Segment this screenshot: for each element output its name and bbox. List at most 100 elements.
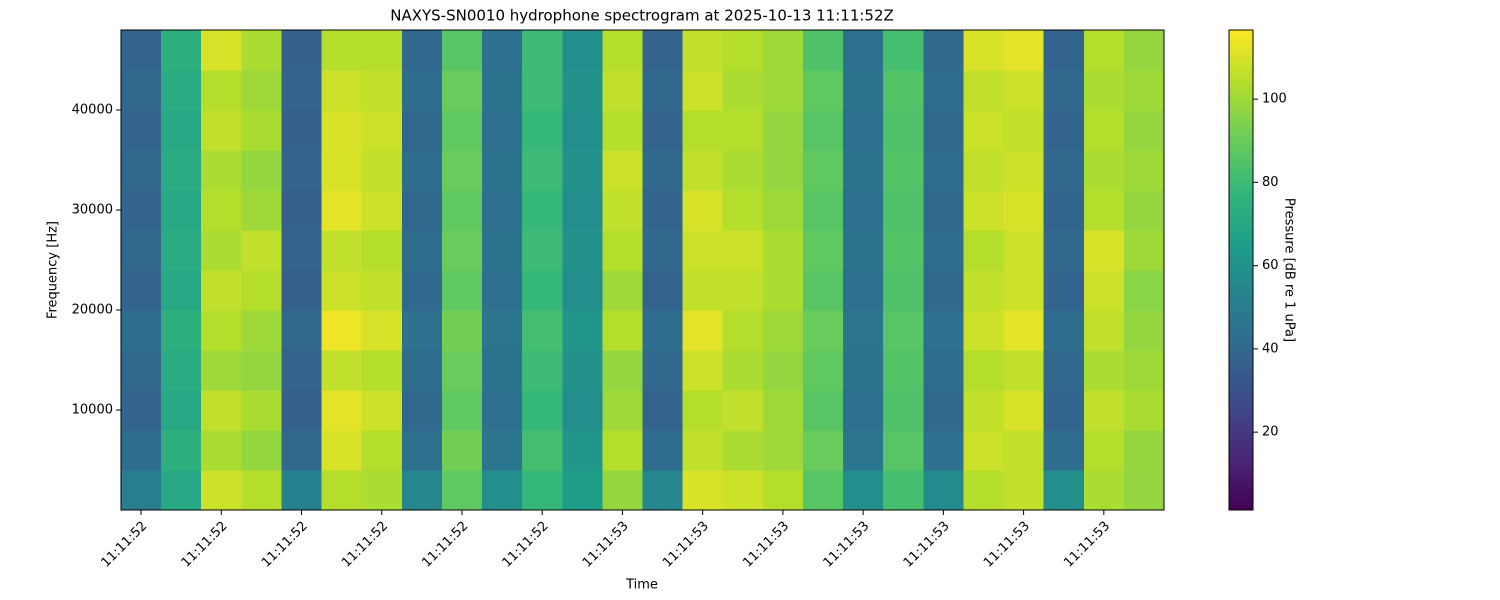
heatmap-cell	[121, 470, 162, 511]
heatmap-cell	[722, 110, 764, 151]
heatmap-cell	[121, 390, 162, 431]
heatmap-cell	[201, 110, 242, 151]
heatmap-cell	[281, 470, 323, 511]
heatmap-cell	[441, 390, 483, 431]
heatmap-cell	[241, 30, 282, 71]
heatmap-cell	[602, 470, 643, 511]
heatmap-cell	[843, 30, 884, 71]
heatmap-cell	[562, 30, 603, 71]
colorbar-tick-label: 20	[1262, 425, 1279, 440]
heatmap-cell	[1083, 430, 1125, 471]
heatmap-cell	[201, 310, 242, 351]
heatmap-cell	[201, 230, 242, 271]
heatmap-cell	[923, 190, 964, 231]
heatmap-cell	[1123, 390, 1165, 431]
heatmap-cell	[802, 350, 844, 391]
heatmap-cell	[963, 270, 1005, 311]
heatmap-cell	[602, 150, 643, 191]
heatmap-cell	[602, 270, 643, 311]
heatmap-cell	[201, 30, 242, 71]
heatmap-cell	[923, 470, 964, 511]
heatmap-cell	[883, 430, 924, 471]
heatmap-cell	[682, 390, 724, 431]
heatmap-cell	[1123, 350, 1165, 391]
heatmap-cell	[1043, 190, 1085, 231]
heatmap-cell	[401, 470, 443, 511]
heatmap-cell	[1043, 270, 1085, 311]
heatmap-cell	[121, 70, 162, 111]
heatmap-cell	[241, 390, 282, 431]
heatmap-cell	[281, 150, 323, 191]
heatmap-cell	[241, 470, 282, 511]
heatmap-cell	[201, 470, 242, 511]
heatmap-cell	[963, 190, 1005, 231]
heatmap-cell	[883, 150, 924, 191]
heatmap-cell	[441, 110, 483, 151]
heatmap-cell	[642, 430, 684, 471]
heatmap-cell	[883, 230, 924, 271]
heatmap-cell	[602, 430, 643, 471]
heatmap-cell	[602, 190, 643, 231]
heatmap-cell	[321, 350, 363, 391]
heatmap-cell	[1003, 470, 1045, 511]
heatmap-cell	[1123, 430, 1165, 471]
heatmap-cell	[762, 150, 804, 191]
heatmap-cell	[1083, 150, 1125, 191]
heatmap-cell	[762, 390, 804, 431]
heatmap-cell	[441, 310, 483, 351]
heatmap-cell	[642, 470, 684, 511]
heatmap-cell	[923, 230, 964, 271]
heatmap-cell	[401, 70, 443, 111]
x-tick-label: 11:11:53	[1061, 519, 1113, 571]
plot-frame	[120, 29, 1165, 511]
heatmap-cell	[883, 70, 924, 111]
heatmap-cell	[762, 270, 804, 311]
heatmap-cell	[562, 310, 603, 351]
heatmap-cell	[1003, 430, 1045, 471]
heatmap-cell	[121, 30, 162, 71]
heatmap-cell	[682, 470, 724, 511]
heatmap-cell	[522, 190, 563, 231]
heatmap-cell	[1003, 110, 1045, 151]
heatmap-cell	[762, 190, 804, 231]
heatmap-cell	[522, 110, 563, 151]
heatmap-cell	[682, 350, 724, 391]
y-tick-label: 40000	[72, 103, 113, 118]
heatmap-cell	[482, 190, 523, 231]
heatmap-cell	[361, 190, 403, 231]
heatmap-cell	[682, 270, 724, 311]
heatmap-cell	[923, 390, 964, 431]
heatmap-cell	[1003, 350, 1045, 391]
heatmap-cell	[802, 390, 844, 431]
heatmap-cell	[441, 150, 483, 191]
x-tick-label: 11:11:53	[740, 519, 792, 571]
heatmap-cell	[923, 110, 964, 151]
heatmap-cell	[722, 70, 764, 111]
heatmap-cell	[161, 70, 202, 111]
heatmap-cell	[843, 270, 884, 311]
heatmap-cell	[682, 110, 724, 151]
heatmap-cell	[1043, 390, 1085, 431]
heatmap-cell	[843, 190, 884, 231]
colorbar-tick-label: 100	[1262, 92, 1287, 107]
heatmap-cell	[1083, 470, 1125, 511]
heatmap-cell	[281, 270, 323, 311]
heatmap-cell	[401, 190, 443, 231]
heatmap-cell	[201, 150, 242, 191]
heatmap-cell	[923, 430, 964, 471]
heatmap-cell	[1003, 230, 1045, 271]
heatmap-cell	[441, 230, 483, 271]
heatmap-cell	[321, 70, 363, 111]
heatmap-cell	[963, 430, 1005, 471]
heatmap-cell	[321, 150, 363, 191]
x-tick-label: 11:11:53	[821, 519, 873, 571]
heatmap-cell	[642, 310, 684, 351]
heatmap-cell	[401, 430, 443, 471]
heatmap-cell	[241, 110, 282, 151]
heatmap-cell	[923, 350, 964, 391]
heatmap-cell	[361, 110, 403, 151]
heatmap-cell	[441, 190, 483, 231]
heatmap-cell	[923, 30, 964, 71]
heatmap-cell	[241, 350, 282, 391]
heatmap-cell	[682, 190, 724, 231]
